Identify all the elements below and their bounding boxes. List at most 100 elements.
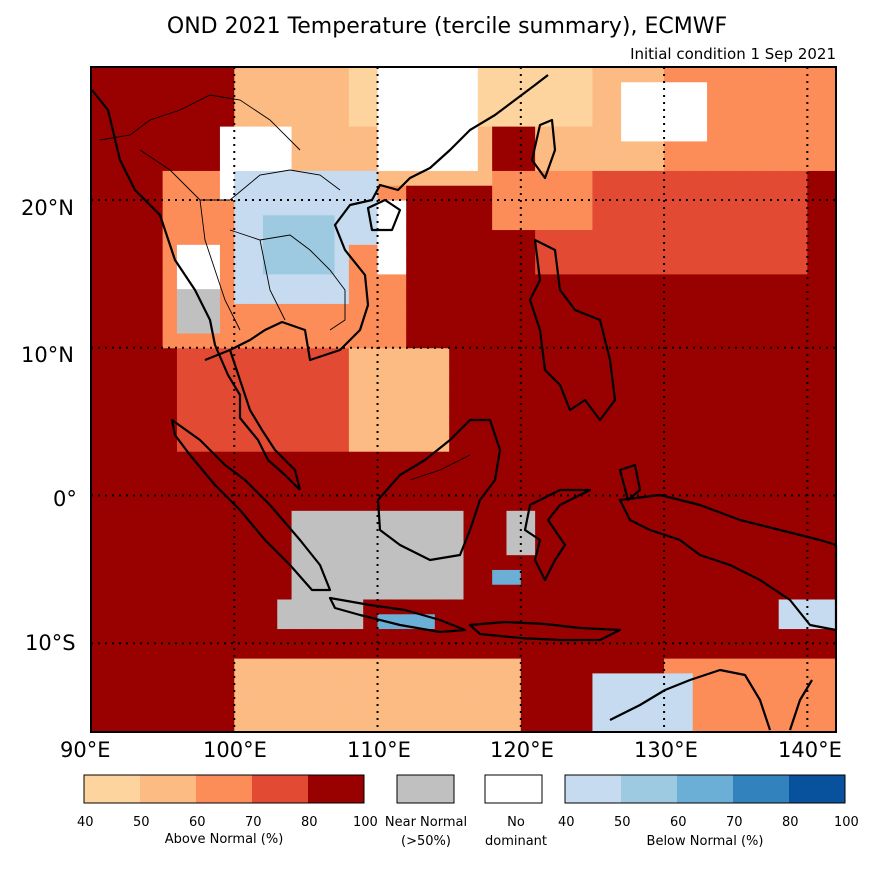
grid-cell <box>735 229 751 245</box>
grid-cell <box>148 392 164 408</box>
grid-cell <box>248 111 264 127</box>
grid-cell <box>291 392 307 408</box>
grid-cell <box>105 702 121 718</box>
grid-cell <box>105 525 121 541</box>
grid-cell <box>191 672 207 689</box>
grid-cell <box>320 628 336 644</box>
grid-cell <box>463 185 479 201</box>
lat-tick: 10°N <box>21 343 74 367</box>
grid-cell <box>334 480 350 497</box>
grid-cell <box>348 672 364 689</box>
grid-cell <box>406 672 422 689</box>
grid-cell <box>420 436 436 452</box>
grid-cell <box>420 658 436 674</box>
grid-cell <box>735 451 751 467</box>
grid-cell <box>248 466 264 482</box>
grid-cell <box>592 140 608 157</box>
grid-cell <box>692 643 708 659</box>
grid-cell <box>348 717 364 733</box>
grid-cell <box>434 347 450 364</box>
grid-cell <box>305 510 321 526</box>
grid-cell <box>821 702 837 718</box>
grid-cell <box>133 539 149 556</box>
grid-cell <box>248 96 264 112</box>
grid-cell <box>735 687 751 703</box>
grid-cell <box>262 81 278 98</box>
grid-cell <box>635 421 651 437</box>
grid-cell <box>621 318 636 334</box>
near-normal-box <box>396 774 455 804</box>
grid-cell <box>793 200 808 216</box>
grid-cell <box>535 687 550 703</box>
grid-cell <box>764 185 780 201</box>
grid-cell <box>234 421 250 437</box>
grid-cell <box>535 303 550 319</box>
grid-cell <box>205 451 221 467</box>
grid-cell <box>664 613 679 630</box>
grid-cell <box>807 126 823 142</box>
grid-cell <box>391 362 407 378</box>
grid-cell <box>778 333 794 349</box>
grid-cell <box>692 717 708 733</box>
grid-cell <box>363 525 379 541</box>
grid-cell <box>549 466 565 482</box>
grid-cell <box>219 525 235 541</box>
grid-cell <box>821 214 837 231</box>
grid-cell <box>248 303 264 319</box>
grid-cell <box>391 229 407 245</box>
grid-cell <box>348 333 364 349</box>
grid-cell <box>635 377 651 393</box>
grid-cell <box>291 510 307 526</box>
grid-cell <box>635 392 651 408</box>
grid-cell <box>377 480 393 497</box>
grid-cell <box>234 687 250 703</box>
grid-cell <box>133 333 149 349</box>
grid-cell <box>621 288 636 304</box>
grid-cell <box>821 111 837 127</box>
grid-cell <box>492 421 507 437</box>
grid-cell <box>463 451 479 467</box>
grid-cell <box>463 687 479 703</box>
grid-cell <box>334 273 350 290</box>
grid-cell <box>692 613 708 630</box>
grid-cell <box>477 347 493 364</box>
grid-cell <box>148 643 164 659</box>
grid-cell <box>420 480 436 497</box>
grid-cell <box>434 658 450 674</box>
grid-cell <box>162 170 178 186</box>
grid-cell <box>277 155 293 171</box>
grid-cell <box>621 525 636 541</box>
grid-cell <box>234 170 250 186</box>
grid-cell <box>821 525 837 541</box>
grid-cell <box>535 717 550 733</box>
grid-cell <box>692 244 708 260</box>
grid-cell <box>764 702 780 718</box>
grid-cell <box>320 303 336 319</box>
grid-cell <box>434 362 450 378</box>
grid-cell <box>807 554 823 570</box>
grid-cell <box>205 584 221 600</box>
grid-cell <box>506 229 522 245</box>
grid-cell <box>735 140 751 157</box>
grid-cell <box>578 377 593 393</box>
grid-cell <box>707 525 722 541</box>
grid-cell <box>420 229 436 245</box>
grid-cell <box>707 185 722 201</box>
grid-cell <box>664 466 679 482</box>
grid-cell <box>707 569 722 585</box>
grid-cell <box>635 362 651 378</box>
grid-cell <box>434 643 450 659</box>
grid-cell <box>764 67 780 83</box>
grid-cell <box>463 628 479 644</box>
grid-cell <box>234 273 250 290</box>
grid-cell <box>434 480 450 497</box>
grid-cell <box>348 303 364 319</box>
grid-cell <box>91 672 106 689</box>
grid-cell <box>176 613 192 630</box>
grid-cell <box>262 613 278 630</box>
grid-cell <box>133 377 149 393</box>
grid-cell <box>778 406 794 423</box>
grid-cell <box>750 584 765 600</box>
grid-cell <box>291 155 307 171</box>
grid-cell <box>133 303 149 319</box>
